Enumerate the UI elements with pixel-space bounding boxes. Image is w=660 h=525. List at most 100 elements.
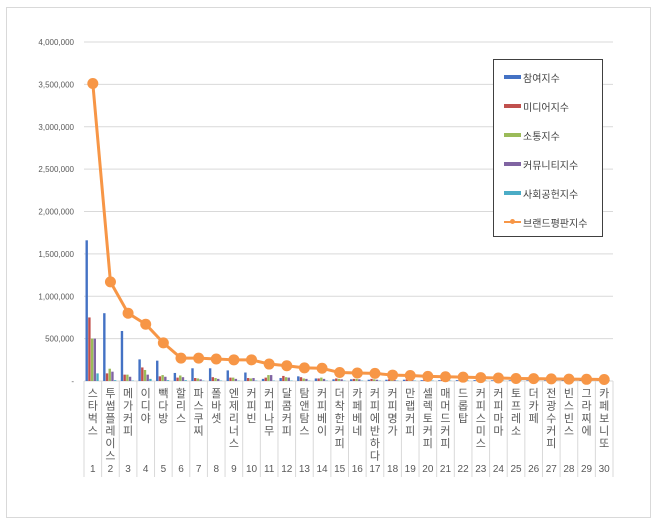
x-rank-label: 6 xyxy=(178,464,184,475)
bar xyxy=(279,378,282,381)
bar xyxy=(231,377,235,381)
bar xyxy=(305,378,308,381)
x-rank-label: 16 xyxy=(352,464,364,475)
svg-text:더: 더 xyxy=(335,387,345,400)
svg-text:빽: 빽 xyxy=(158,387,168,400)
bar xyxy=(93,338,96,381)
svg-text:벅: 벅 xyxy=(88,412,98,425)
line-marker xyxy=(439,371,451,383)
bar xyxy=(181,377,185,381)
bar xyxy=(302,378,305,381)
x-rank-label: 11 xyxy=(264,464,275,475)
bar xyxy=(249,378,252,381)
bar xyxy=(526,380,529,381)
bar xyxy=(261,378,265,381)
svg-text:스: 스 xyxy=(476,412,486,425)
svg-text:썸: 썸 xyxy=(105,400,115,413)
x-category-label: 폴바셋 xyxy=(211,387,221,425)
line-marker xyxy=(193,352,205,364)
line-marker xyxy=(528,373,540,385)
line-marker xyxy=(281,360,293,372)
svg-text:피: 피 xyxy=(440,437,450,450)
x-category-label: 이디야 xyxy=(141,387,151,425)
x-rank-label: 7 xyxy=(196,464,202,475)
svg-text:하: 하 xyxy=(370,436,380,450)
line-marker xyxy=(351,367,363,379)
svg-text:커: 커 xyxy=(423,425,433,438)
svg-text:이: 이 xyxy=(317,425,327,438)
svg-text:커: 커 xyxy=(335,425,345,438)
line-marker xyxy=(87,78,99,90)
svg-text:피: 피 xyxy=(405,425,415,438)
line-marker xyxy=(545,373,557,385)
x-rank-label: 20 xyxy=(422,464,434,475)
legend-swatch-icon xyxy=(504,75,521,79)
svg-text:탐: 탐 xyxy=(299,412,309,425)
svg-text:탑: 탑 xyxy=(458,412,468,425)
svg-text:머: 머 xyxy=(440,400,450,413)
svg-text:나: 나 xyxy=(264,412,274,425)
svg-text:토: 토 xyxy=(511,387,521,400)
bar xyxy=(264,377,267,381)
x-rank-label: 2 xyxy=(108,464,114,475)
x-category-label: 더카페 xyxy=(529,387,539,425)
line-marker xyxy=(175,352,187,364)
legend-swatch-icon xyxy=(504,104,521,108)
x-category-label: 커피빈 xyxy=(246,387,256,425)
bar xyxy=(340,379,343,381)
line-marker xyxy=(246,354,258,366)
svg-text:폴: 폴 xyxy=(211,387,221,400)
bar xyxy=(226,370,229,381)
svg-text:착: 착 xyxy=(335,400,345,413)
svg-text:수: 수 xyxy=(546,412,556,425)
x-category-label: 할리스 xyxy=(176,387,186,425)
svg-text:피: 피 xyxy=(246,400,256,413)
svg-text:커: 커 xyxy=(123,412,133,425)
svg-text:보: 보 xyxy=(599,412,609,425)
bar xyxy=(358,379,361,381)
svg-text:커: 커 xyxy=(282,412,292,425)
legend-item-communication: 소통지수 xyxy=(504,128,560,143)
svg-text:마: 마 xyxy=(493,412,503,425)
svg-text:스: 스 xyxy=(176,412,186,425)
svg-text:에: 에 xyxy=(370,412,380,425)
x-rank-label: 14 xyxy=(316,464,328,475)
bar xyxy=(508,380,512,381)
svg-text:프: 프 xyxy=(511,400,521,413)
bar xyxy=(158,376,162,381)
bar xyxy=(299,377,303,381)
x-rank-label: 3 xyxy=(125,464,131,475)
bar xyxy=(85,240,88,381)
bar xyxy=(211,377,215,381)
svg-text:커: 커 xyxy=(405,412,415,425)
x-rank-label: 19 xyxy=(405,464,417,475)
svg-text:셋: 셋 xyxy=(211,412,221,425)
svg-text:마: 마 xyxy=(493,425,503,438)
svg-text:스: 스 xyxy=(564,425,574,438)
x-rank-label: 28 xyxy=(563,464,575,475)
svg-text:전: 전 xyxy=(546,387,556,400)
svg-text:스: 스 xyxy=(88,425,98,438)
legend-label: 참여지수 xyxy=(523,73,560,85)
svg-text:찌: 찌 xyxy=(581,412,591,425)
x-rank-label: 22 xyxy=(458,464,470,475)
svg-text:에: 에 xyxy=(581,425,591,438)
svg-text:스: 스 xyxy=(229,437,239,450)
bar xyxy=(103,313,106,381)
bar xyxy=(120,330,124,381)
y-tick-label: 500,000 xyxy=(45,335,74,344)
legend-item-community: 커뮤니티지수 xyxy=(504,157,578,172)
svg-text:제: 제 xyxy=(229,400,239,413)
bar xyxy=(373,379,376,381)
x-rank-label: 1 xyxy=(90,464,96,475)
legend-line-marker-icon xyxy=(504,219,521,224)
bar xyxy=(455,380,459,381)
legend-label: 소통지수 xyxy=(523,131,560,143)
svg-text:베: 베 xyxy=(352,412,362,425)
bar xyxy=(370,378,373,381)
bar xyxy=(335,378,338,381)
bar xyxy=(350,379,353,381)
